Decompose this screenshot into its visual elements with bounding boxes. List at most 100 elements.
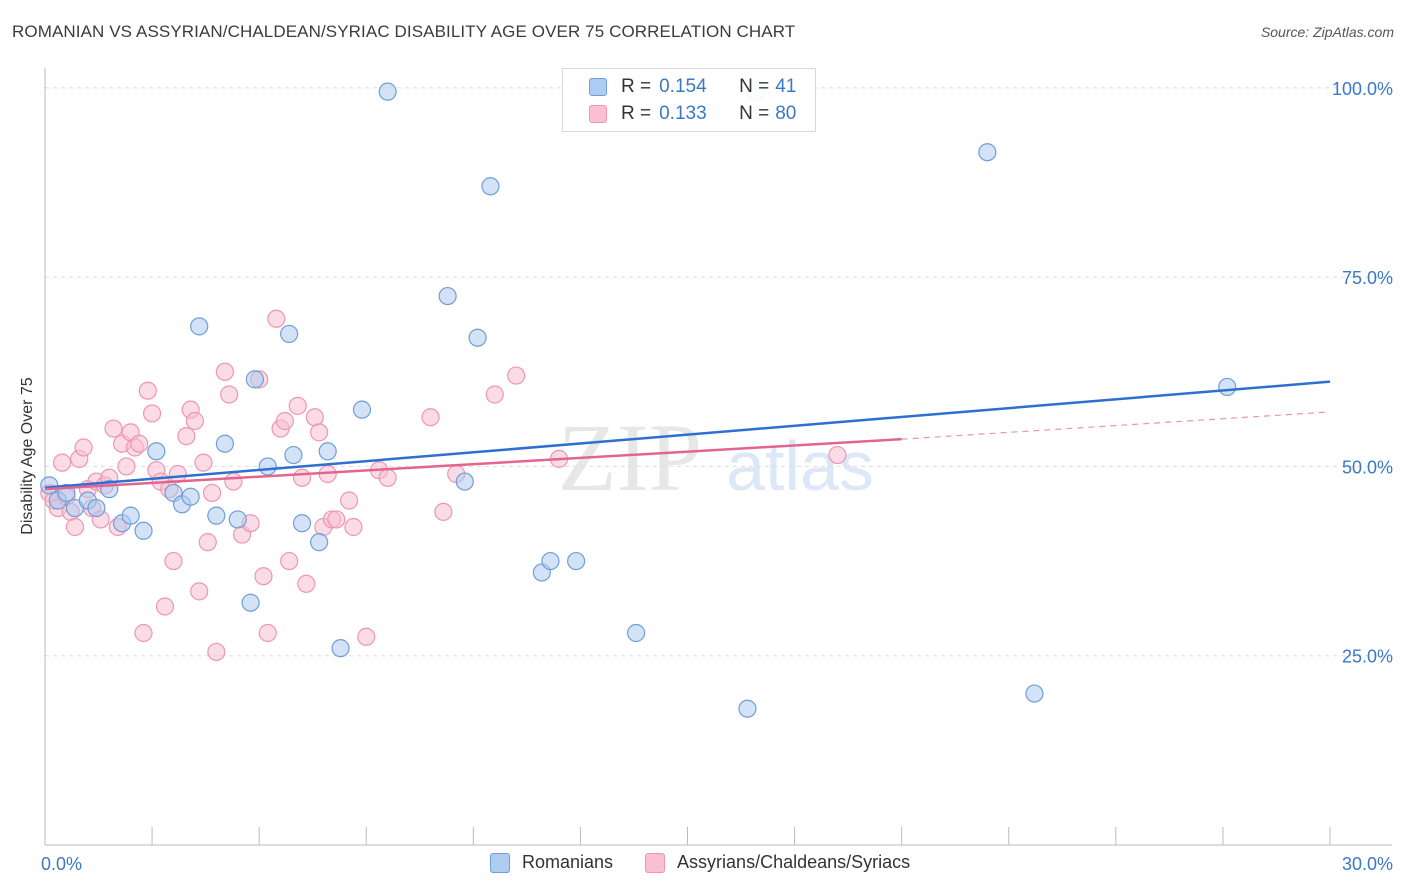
romanians-points xyxy=(40,82,1237,718)
assyrians-point xyxy=(177,427,196,446)
assyrians-point xyxy=(254,567,273,586)
y-tick-label: 75.0% xyxy=(1342,268,1393,288)
romanians-point xyxy=(228,510,247,529)
romanians-point xyxy=(181,487,200,506)
legend-r-value: 0.154 xyxy=(659,76,707,97)
assyrians-point xyxy=(215,362,234,381)
romanians-point xyxy=(352,400,372,419)
legend-box: R = 0.154 N = 41 R = 0.133 N = 80 xyxy=(562,68,816,132)
assyrians-point xyxy=(220,385,239,404)
assyrians-point xyxy=(340,491,359,510)
romanians-point xyxy=(147,442,166,461)
legend-row-assyrians: R = 0.133 N = 80 xyxy=(589,102,796,126)
legend-swatch-romanians xyxy=(589,78,607,96)
bottom-legend-label-romanians: Romanians xyxy=(522,852,614,872)
assyrians-point xyxy=(104,419,123,438)
romanians-point xyxy=(567,551,586,571)
y-tick-label: 100.0% xyxy=(1332,79,1393,99)
assyrians-point xyxy=(194,453,213,472)
legend-row-romanians: R = 0.154 N = 41 xyxy=(589,75,796,99)
romanians-point xyxy=(978,143,997,162)
assyrians-point xyxy=(258,623,277,643)
assyrians-point xyxy=(344,517,363,537)
legend-n-value: 80 xyxy=(775,103,797,124)
tick-labels: 25.0% 50.0% 75.0% 100.0% 0.0% 30.0% xyxy=(41,79,1393,874)
romanians-point xyxy=(87,498,106,518)
romanians-point xyxy=(1025,684,1044,703)
legend-r-label: R = xyxy=(621,103,652,124)
assyrians-point xyxy=(202,483,222,503)
romanians-point xyxy=(481,177,500,196)
legend-r-label: R = xyxy=(621,76,652,97)
grid-lines xyxy=(45,87,1390,657)
assyrians-trend-extension xyxy=(901,411,1331,440)
romanians-point xyxy=(215,434,234,453)
trend-lines xyxy=(44,380,1331,491)
assyrians-point xyxy=(297,574,316,593)
romanians-point xyxy=(318,442,337,461)
romanians-point xyxy=(331,639,350,658)
romanians-point xyxy=(245,370,264,389)
assyrians-point xyxy=(224,472,243,491)
romanians-point xyxy=(468,328,487,347)
assyrians-point xyxy=(275,411,294,431)
assyrians-point xyxy=(357,627,376,646)
assyrians-point xyxy=(288,396,307,415)
assyrians-point xyxy=(421,408,440,427)
axes xyxy=(44,68,1392,846)
legend-swatch-assyrians xyxy=(589,105,607,123)
assyrians-point xyxy=(164,551,183,571)
assyrians-point xyxy=(190,582,209,601)
bottom-legend-romanians[interactable]: Romanians xyxy=(490,852,613,873)
romanians-point xyxy=(284,445,303,465)
romanians-point xyxy=(455,472,474,491)
legend-n-value: 41 xyxy=(775,76,797,97)
assyrians-trend-line xyxy=(44,437,902,491)
assyrians-point xyxy=(155,597,175,616)
bottom-legend-label-assyrians: Assyrians/Chaldeans/Syriacs xyxy=(677,852,911,872)
romanians-point xyxy=(280,324,299,344)
romanians-point xyxy=(241,593,260,612)
romanians-point xyxy=(378,82,397,101)
source-label: Source: ZipAtlas.com xyxy=(1260,24,1394,40)
assyrians-point xyxy=(292,468,312,487)
assyrians-point xyxy=(828,445,847,465)
romanians-point xyxy=(40,476,59,495)
romanians-point xyxy=(541,551,560,571)
assyrians-point xyxy=(305,408,324,427)
assyrians-point xyxy=(185,411,205,431)
assyrians-point xyxy=(74,438,93,457)
bottom-legend-swatch-romanians xyxy=(490,852,510,873)
romanians-point xyxy=(121,506,140,525)
assyrians-point xyxy=(485,385,504,404)
y-tick-label: 50.0% xyxy=(1342,457,1393,477)
assyrians-point xyxy=(130,434,149,453)
bottom-legend-swatch-assyrians xyxy=(645,852,666,873)
bottom-legend: Romanians Assyrians/Chaldeans/Syriacs xyxy=(490,852,942,873)
assyrians-point xyxy=(280,551,299,571)
romanians-point xyxy=(438,286,457,306)
assyrians-point xyxy=(142,404,162,423)
legend-n-label: N = xyxy=(739,76,770,97)
romanians-point xyxy=(207,506,226,525)
romanians-point xyxy=(190,317,209,336)
assyrians-point xyxy=(207,642,226,662)
assyrians-point xyxy=(198,533,217,552)
assyrians-point xyxy=(65,517,85,537)
assyrians-point xyxy=(327,510,346,529)
legend-r-value: 0.133 xyxy=(659,103,707,124)
romanians-point xyxy=(134,521,153,540)
legend-n-label: N = xyxy=(739,103,770,124)
romanians-point xyxy=(738,699,757,718)
romanians-point xyxy=(292,514,312,533)
y-tick-label: 25.0% xyxy=(1342,647,1393,667)
assyrians-point xyxy=(267,309,286,328)
romanians-point xyxy=(258,457,277,476)
assyrians-point xyxy=(507,366,526,385)
assyrians-point xyxy=(434,502,453,521)
romanians-trend-line xyxy=(44,380,1331,489)
assyrians-point xyxy=(53,453,72,472)
bottom-legend-assyrians[interactable]: Assyrians/Chaldeans/Syriacs xyxy=(645,852,910,873)
chart-title: ROMANIAN VS ASSYRIAN/CHALDEAN/SYRIAC DIS… xyxy=(12,22,796,41)
